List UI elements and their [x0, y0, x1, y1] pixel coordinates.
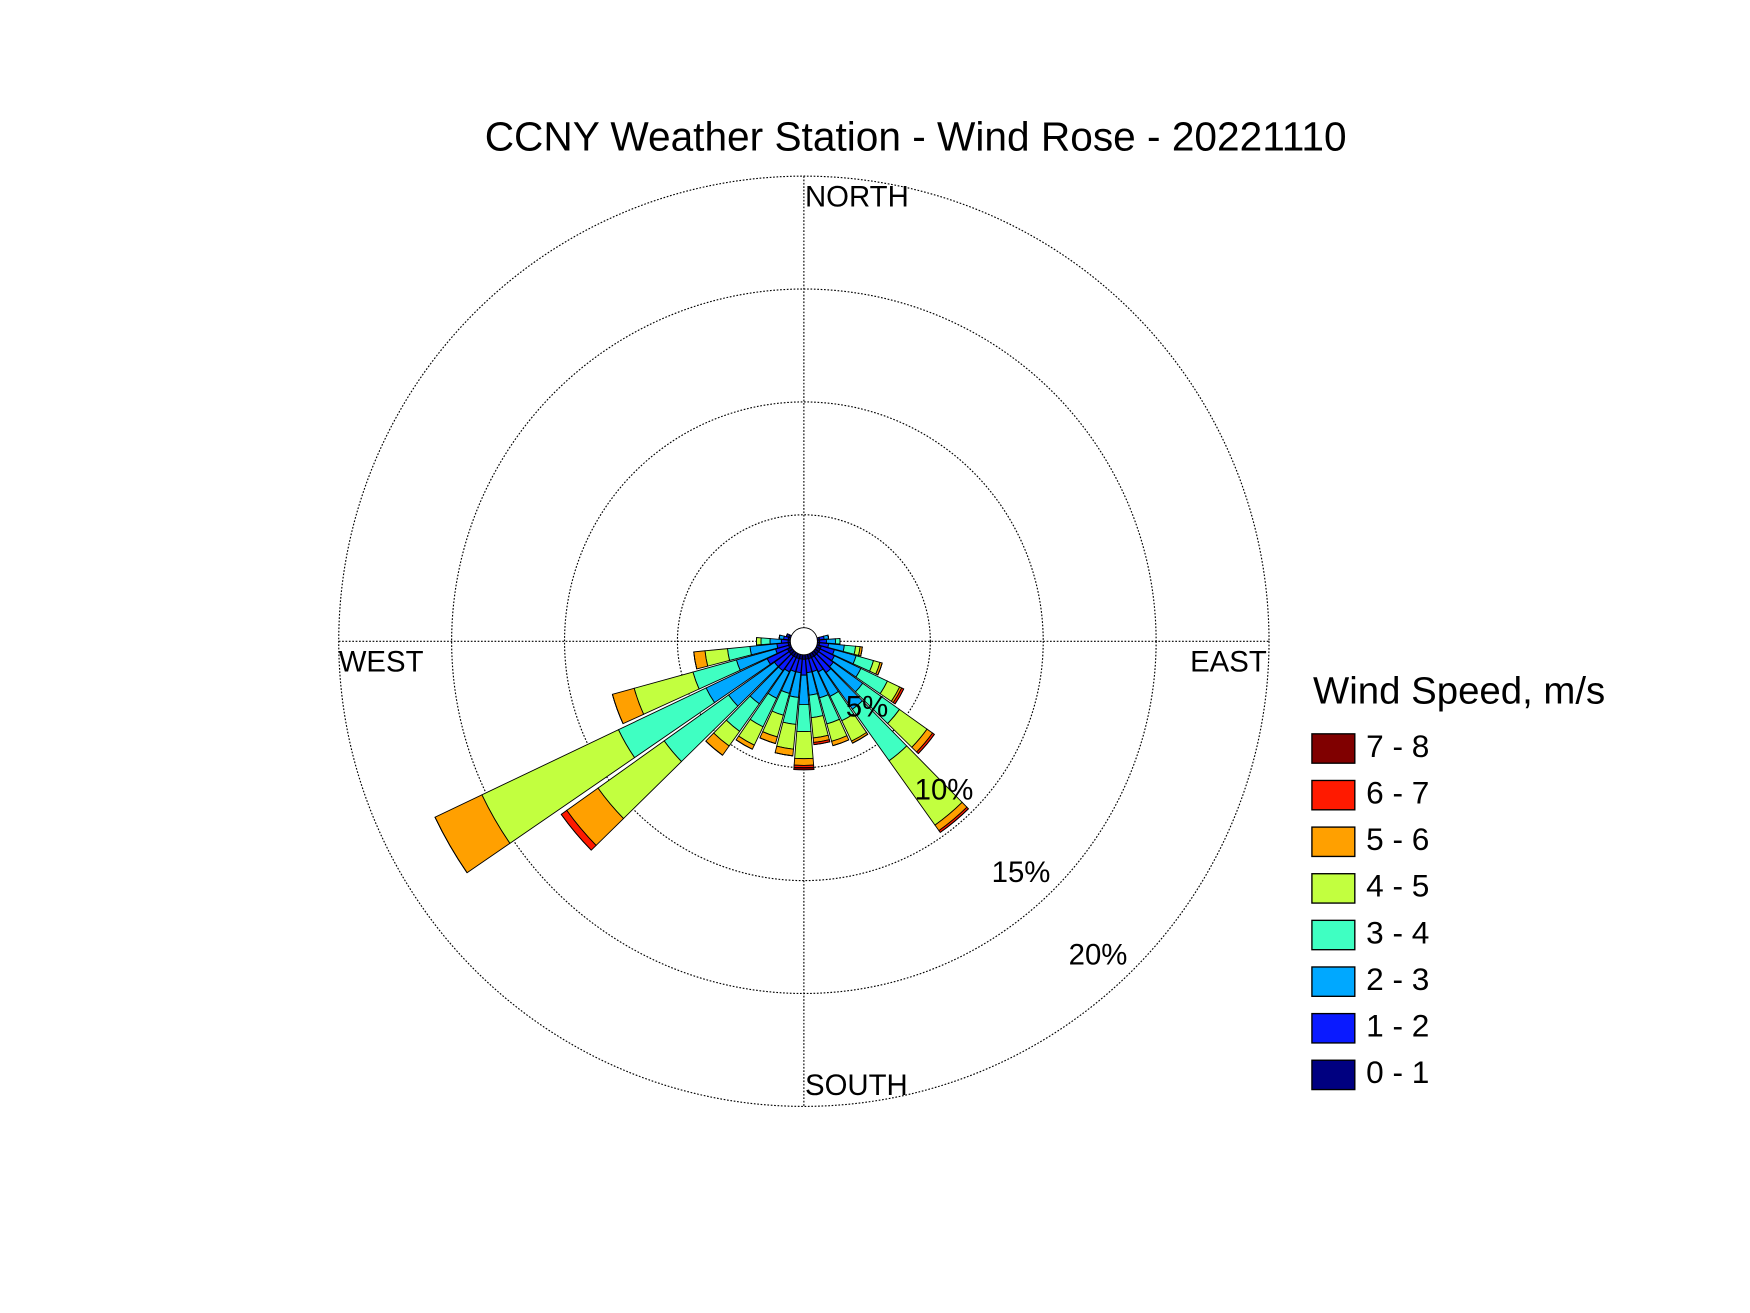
legend-label: 5 - 6 — [1366, 821, 1429, 857]
r-tick-label: 5% — [846, 691, 888, 724]
r-tick-label: 10% — [915, 773, 974, 806]
legend-swatch — [1311, 873, 1356, 904]
legend-swatch — [1311, 826, 1356, 858]
legend-label: 6 - 7 — [1366, 774, 1429, 810]
legend: 0 - 1 1 - 2 2 - 3 3 - 4 4 - 5 5 - 6 6 - 7 7 - 8 — [1311, 728, 1429, 1091]
labels: NORTH EAST SOUTH WEST 5% 10% 15% 20% — [339, 180, 1267, 1102]
petal-segment — [756, 637, 762, 646]
petal-segment — [611, 694, 624, 724]
petal-segment — [693, 651, 698, 670]
grid-ring — [676, 514, 931, 769]
legend-swatch — [1311, 733, 1356, 764]
legend-swatch — [1311, 1059, 1356, 1091]
petal-segment — [778, 634, 781, 639]
petal-segment — [769, 638, 782, 645]
petal-segment — [917, 734, 935, 754]
legend-swatch — [1311, 919, 1356, 951]
legend-label: 7 - 8 — [1366, 728, 1429, 764]
legend-label: 2 - 3 — [1366, 961, 1429, 997]
legend-label: 3 - 4 — [1366, 914, 1429, 950]
legend-swatch — [1311, 779, 1356, 811]
legend-label: 1 - 2 — [1366, 1008, 1429, 1044]
r-tick-label: 15% — [992, 856, 1051, 889]
petal-segment — [793, 757, 815, 766]
r-tick-label: 20% — [1069, 938, 1128, 971]
petal-segment — [793, 766, 815, 771]
petal-segment — [794, 730, 814, 760]
grid-ring — [451, 288, 1157, 995]
petal-segment — [760, 637, 771, 646]
petal-segment — [759, 737, 776, 744]
chart-title: CCNY Weather Station - Wind Rose - 20221… — [485, 114, 1347, 160]
direction-label: EAST — [1190, 646, 1267, 679]
legend-swatch — [1311, 966, 1356, 997]
legend-title: Wind Speed, m/s — [1313, 669, 1605, 712]
grid-ring — [338, 175, 1270, 1107]
petal-segment — [834, 637, 841, 645]
petal-segment — [813, 741, 830, 746]
petals — [434, 627, 970, 874]
petal-segment — [825, 638, 836, 645]
legend-swatch — [1311, 1012, 1356, 1044]
legend-label: 4 - 5 — [1366, 868, 1429, 904]
center-hole — [789, 627, 818, 656]
petal-segment — [796, 703, 812, 733]
direction-label: NORTH — [805, 180, 909, 213]
petal-segment — [560, 814, 592, 851]
legend-label: 0 - 1 — [1366, 1054, 1429, 1090]
grid-ring — [563, 401, 1044, 882]
direction-label: WEST — [339, 646, 424, 679]
direction-label: SOUTH — [805, 1069, 908, 1102]
